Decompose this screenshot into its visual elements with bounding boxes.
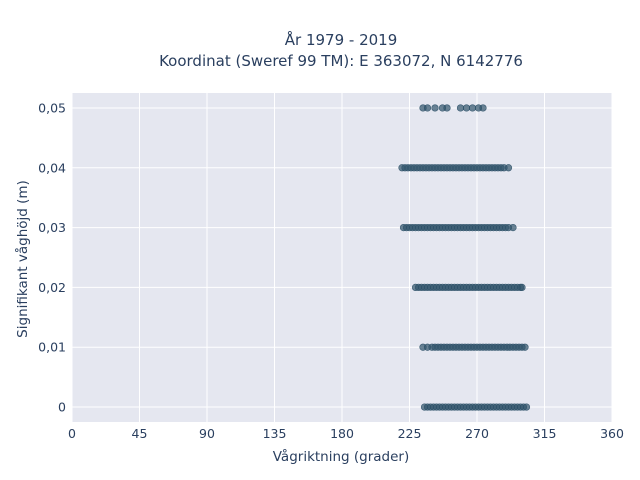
data-point — [456, 104, 465, 112]
data-point — [522, 403, 531, 411]
y-tick-label: 0,01 — [38, 340, 66, 355]
data-point — [504, 164, 513, 172]
y-tick-label: 0,05 — [38, 100, 66, 115]
data-point — [443, 104, 451, 112]
x-axis-title: Vågriktning (grader) — [273, 448, 410, 465]
x-tick-label: 270 — [465, 426, 489, 441]
y-axis-ticks: 0 0,01 0,02 0,03 0,04 0,05 — [38, 100, 66, 414]
y-tick-label: 0 — [58, 400, 66, 415]
x-tick-label: 90 — [199, 426, 215, 441]
data-point — [431, 104, 439, 112]
data-point — [423, 104, 432, 112]
x-tick-label: 45 — [132, 426, 148, 441]
x-tick-label: 225 — [398, 426, 422, 441]
y-tick-label: 0,04 — [38, 160, 66, 175]
y-axis-title: Signifikant våghöjd (m) — [14, 180, 31, 338]
chart-title-line1: År 1979 - 2019 — [285, 30, 398, 49]
x-axis-ticks: 0 45 90 135 180 225 270 315 360 — [68, 426, 624, 441]
x-tick-label: 0 — [68, 426, 76, 441]
data-point — [521, 343, 529, 351]
data-points — [398, 104, 531, 411]
chart-title-line2: Koordinat (Sweref 99 TM): E 363072, N 61… — [159, 52, 523, 70]
x-tick-label: 180 — [330, 426, 354, 441]
x-tick-label: 360 — [600, 426, 624, 441]
data-point — [518, 283, 526, 292]
x-tick-label: 315 — [533, 426, 557, 441]
data-point — [468, 104, 477, 112]
data-point — [509, 223, 517, 232]
y-tick-label: 0,03 — [38, 220, 66, 235]
data-point — [479, 104, 487, 112]
y-tick-label: 0,02 — [38, 280, 66, 295]
x-tick-label: 135 — [263, 426, 287, 441]
data-point — [462, 104, 471, 112]
